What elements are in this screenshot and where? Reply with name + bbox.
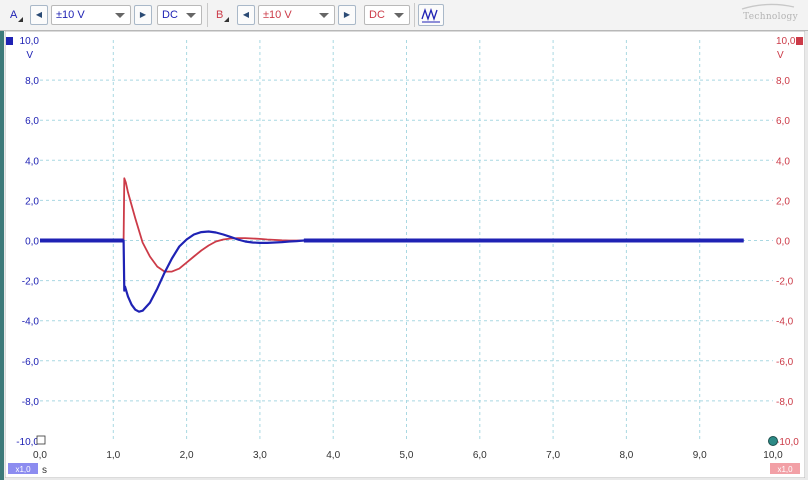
channel-b-range-increase-button[interactable]: ▶ [338,5,356,25]
channel-a-menu-icon [18,17,23,22]
y-tick-label-left: 0,0 [25,237,39,248]
toolbar: A ◀ ±10 V ▶ DC B ◀ ±10 V ▶ DC Technology [0,0,808,31]
y-tick-label-left: -2,0 [22,277,40,288]
y-tick-label-right: 8,0 [776,76,790,87]
channel-a-range-value: ±10 V [56,9,85,21]
x-tick-label: 9,0 [693,450,707,461]
channel-a-letter: A [10,9,18,21]
channel-a-trace [40,230,744,313]
y-tick-label-left: 2,0 [25,196,39,207]
y-tick-label-right: 2,0 [776,196,790,207]
chevron-down-icon [115,13,125,18]
channel-b-letter: B [216,9,224,21]
x-tick-label: 8,0 [619,450,633,461]
channel-b-label[interactable]: B [210,5,232,25]
y-tick-label-left: 10,0 [20,36,40,47]
y-tick-label-left: -8,0 [22,397,40,408]
channel-a-range-select[interactable]: ±10 V [51,5,131,25]
y-tick-label-left: -6,0 [22,357,40,368]
x-axis: 0,0 1,0 2,0 3,0 4,0 5,0 6,0 7,0 8,0 9,0 10,0 [33,450,783,461]
traces [40,177,744,313]
x-tick-label: 2,0 [180,450,194,461]
toolbar-divider [207,3,208,27]
channel-b-range-decrease-button[interactable]: ◀ [237,5,255,25]
chevron-down-icon [186,13,196,18]
y-axis-right-unit: V [777,50,784,61]
channel-a-range-increase-button[interactable]: ▶ [134,5,152,25]
y-tick-label-right: -10,0 [776,437,799,448]
y-tick-label-right: -8,0 [776,397,794,408]
scope-plot[interactable]: 10,0 8,0 6,0 4,0 2,0 0,0 -2,0 -4,0 -6,0 -8,0 -10,0… [5,31,805,478]
x-tick-label: 10,0 [763,450,783,461]
y-tick-label-right: -4,0 [776,317,794,328]
trigger-marker-square-icon[interactable] [36,435,46,445]
x-tick-label: 7,0 [546,450,560,461]
channel-a-scale-badge [8,463,38,474]
trigger-marker-circle-icon[interactable] [768,436,778,446]
y-tick-label-left: 8,0 [25,76,39,87]
chevron-down-icon [319,13,329,18]
y-tick-label-right: -2,0 [776,277,794,288]
y-tick-label-left: -4,0 [22,317,40,328]
channel-b-coupling-select[interactable]: DC [364,5,410,25]
y-axis-left: 10,0 8,0 6,0 4,0 2,0 0,0 -2,0 -4,0 -6,0 -8,0 -10,0 [16,36,39,448]
window-edge [0,31,4,480]
y-tick-label-right: 10,0 [776,36,796,47]
y-tick-label-right: 4,0 [776,156,790,167]
channel-b-menu-icon [224,17,229,22]
y-axis-left-unit: V [26,50,33,61]
channel-a-coupling-select[interactable]: DC [157,5,202,25]
channel-a-scale-text: x1,0 [15,465,31,474]
y-tick-label-left: -10,0 [16,437,39,448]
y-tick-label-right: 0,0 [776,237,790,248]
toolbar-divider [414,3,415,27]
channel-b-range-value: ±10 V [263,9,292,21]
channel-a-axis-marker[interactable] [6,37,13,45]
channel-b-scale-text: x1,0 [777,465,793,474]
y-tick-label-left: 4,0 [25,156,39,167]
x-tick-label: 0,0 [33,450,47,461]
logo-mark [741,3,795,10]
plot-background [5,31,805,478]
x-tick-label: 4,0 [326,450,340,461]
channel-b-range-select[interactable]: ±10 V [258,5,335,25]
y-tick-label-right: -6,0 [776,357,794,368]
x-axis-unit: s [42,465,47,476]
x-tick-label: 6,0 [473,450,487,461]
channel-a-range-decrease-button[interactable]: ◀ [30,5,48,25]
signal-generator-button[interactable] [418,4,444,26]
y-axis-right: 10,0 8,0 6,0 4,0 2,0 0,0 -2,0 -4,0 -6,0 -8,0 -10,0 [776,36,799,448]
chevron-down-icon [394,13,404,18]
x-tick-label: 1,0 [106,450,120,461]
x-tick-label: 3,0 [253,450,267,461]
channel-b-scale-badge [770,463,800,474]
y-tick-label-right: 6,0 [776,116,790,127]
channel-a-label[interactable]: A [4,5,26,25]
brand-logo: Technology [743,12,798,22]
x-tick-label: 5,0 [400,450,414,461]
channel-b-coupling-value: DC [369,9,385,21]
waveform-icon [421,7,440,23]
channel-a-coupling-value: DC [162,9,178,21]
y-tick-label-left: 6,0 [25,116,39,127]
channel-b-axis-marker[interactable] [796,37,803,45]
channel-b-trace [122,177,304,273]
